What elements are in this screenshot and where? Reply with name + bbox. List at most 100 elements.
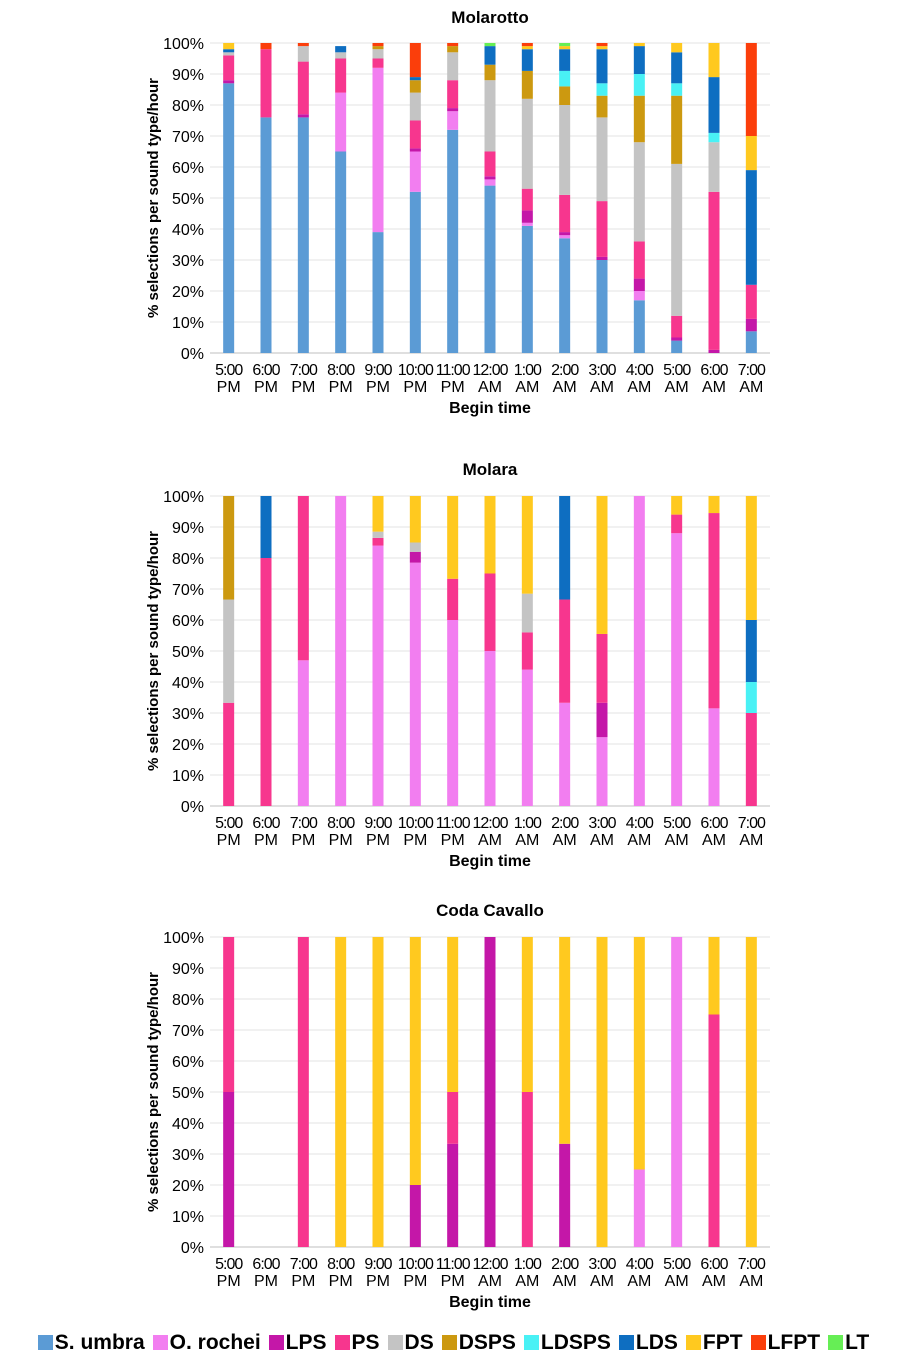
x-axis-label: Begin time <box>449 1294 531 1311</box>
bar-segment <box>559 235 571 239</box>
bar-segment <box>447 496 459 579</box>
bar-segment <box>596 633 608 703</box>
y-tick-label: 40% <box>172 222 204 239</box>
legend-item: LFPT <box>750 1331 820 1355</box>
bar-segment <box>484 64 496 81</box>
x-tick-label: 6:00 <box>700 1256 728 1273</box>
bar-segment <box>447 46 459 53</box>
x-tick-label: 5:00 <box>215 1256 243 1273</box>
x-tick-label: PM <box>217 379 241 396</box>
bar-segment <box>745 318 757 332</box>
y-axis-label: % selections per sound type/hour <box>145 972 162 1212</box>
bar-segment <box>559 43 571 47</box>
y-tick-label: 10% <box>172 1209 204 1226</box>
bar-segment <box>223 43 235 50</box>
bar-segment <box>671 163 683 316</box>
x-tick-label: 12:00 <box>472 1256 508 1273</box>
x-tick-label: 2:00 <box>551 362 579 379</box>
y-tick-label: 20% <box>172 737 204 754</box>
bar-segment <box>559 105 571 195</box>
bar-segment <box>223 496 235 600</box>
x-tick-label: PM <box>403 379 427 396</box>
x-tick-label: 6:00 <box>700 815 728 832</box>
x-tick-label: 7:00 <box>290 1256 318 1273</box>
legend-swatch <box>523 1335 539 1350</box>
x-tick-label: AM <box>590 832 614 849</box>
x-tick-label: 3:00 <box>588 815 616 832</box>
x-tick-label: 4:00 <box>626 362 654 379</box>
bar-segment <box>671 52 683 84</box>
x-tick-label: 6:00 <box>252 815 280 832</box>
x-tick-label: AM <box>590 1273 614 1290</box>
bar-segment <box>447 108 459 112</box>
y-tick-label: 30% <box>172 706 204 723</box>
bar-segment <box>671 533 683 806</box>
bar-segment <box>559 194 571 233</box>
bar-segment <box>745 331 757 353</box>
bar-segment <box>671 43 683 53</box>
y-tick-label: 10% <box>172 315 204 332</box>
bar-segment <box>521 98 533 189</box>
legend-item: LDS <box>618 1331 678 1355</box>
bar-segment <box>521 43 533 47</box>
bar-segment <box>633 95 645 143</box>
bar-segment <box>484 179 496 186</box>
legend-label: LT <box>845 1330 870 1354</box>
legend-swatch <box>618 1335 634 1350</box>
chart-title: Molara <box>463 460 518 479</box>
bar-segment <box>335 496 347 806</box>
y-tick-label: 20% <box>172 284 204 301</box>
x-tick-label: 7:00 <box>290 815 318 832</box>
legend-swatch <box>387 1335 403 1350</box>
y-tick-label: 60% <box>172 160 204 177</box>
x-tick-label: AM <box>515 832 539 849</box>
x-tick-label: 1:00 <box>514 362 542 379</box>
x-tick-label: AM <box>665 1273 689 1290</box>
y-tick-label: 10% <box>172 768 204 785</box>
bar-segment <box>559 599 571 703</box>
y-tick-label: 80% <box>172 992 204 1009</box>
bar-segment <box>596 256 608 260</box>
bar-segment <box>409 496 421 543</box>
x-tick-label: PM <box>441 1273 465 1290</box>
bar-segment <box>297 937 309 1247</box>
bar-segment <box>260 43 272 50</box>
bar-segment <box>521 225 533 353</box>
bar-segment <box>671 83 683 96</box>
y-tick-label: 70% <box>172 129 204 146</box>
bar-segment <box>745 937 757 1247</box>
y-tick-label: 60% <box>172 1054 204 1071</box>
x-tick-label: 8:00 <box>327 815 355 832</box>
bar-segment <box>297 660 309 806</box>
bar-segment <box>708 1014 720 1247</box>
bar-segment <box>260 117 272 354</box>
bar-segment <box>745 43 757 136</box>
x-tick-label: 2:00 <box>551 1256 579 1273</box>
legend-item: DS <box>387 1331 434 1355</box>
bar-segment <box>447 129 459 353</box>
x-tick-label: 10:00 <box>398 815 434 832</box>
bar-segment <box>409 77 421 81</box>
bar-segment <box>521 1092 533 1247</box>
bar-segment <box>671 337 683 341</box>
bar-segment <box>372 46 384 50</box>
legend-label: O. rochei <box>169 1330 261 1354</box>
bar-segment <box>596 737 608 806</box>
bar-segment <box>596 496 608 634</box>
x-tick-label: AM <box>553 832 577 849</box>
y-tick-label: 50% <box>172 191 204 208</box>
bar-segment <box>559 702 571 806</box>
bar-segment <box>297 46 309 62</box>
x-tick-label: 12:00 <box>472 362 508 379</box>
y-tick-label: 80% <box>172 98 204 115</box>
bar-segment <box>372 937 384 1247</box>
legend-item: PS <box>334 1331 380 1355</box>
legend-item: FPT <box>685 1331 743 1355</box>
x-tick-label: AM <box>478 1273 502 1290</box>
bar-segment <box>596 95 608 118</box>
bar-segment <box>409 80 421 93</box>
bar-segment <box>671 340 683 353</box>
x-tick-label: 4:00 <box>626 1256 654 1273</box>
bar-segment <box>335 937 347 1247</box>
bar-segment <box>633 43 645 47</box>
